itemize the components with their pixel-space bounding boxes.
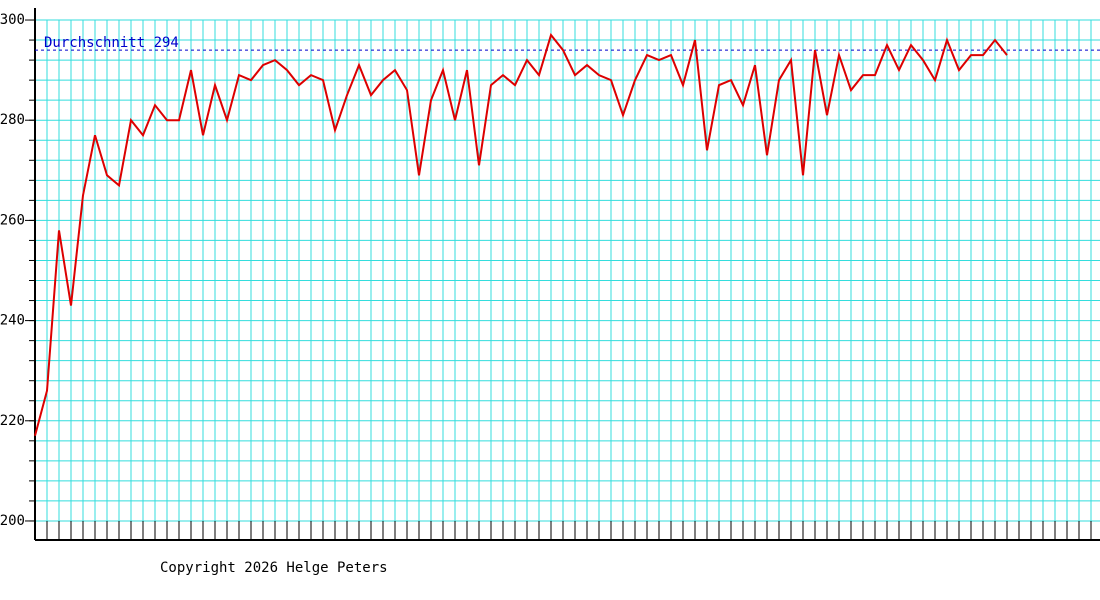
grid: [34, 19, 1100, 522]
y-tick-label: 260: [0, 212, 25, 228]
y-tick-label: 280: [0, 112, 25, 128]
data-line: [34, 32, 1008, 437]
y-tick-label: 220: [0, 413, 25, 429]
y-tick-label: 200: [0, 513, 25, 529]
average-label: Durchschnitt 294: [44, 35, 179, 51]
y-tick-label: 300: [0, 12, 25, 28]
y-tick-label: 240: [0, 313, 25, 329]
footer: Copyright 2026 Helge Peters: [160, 560, 388, 576]
